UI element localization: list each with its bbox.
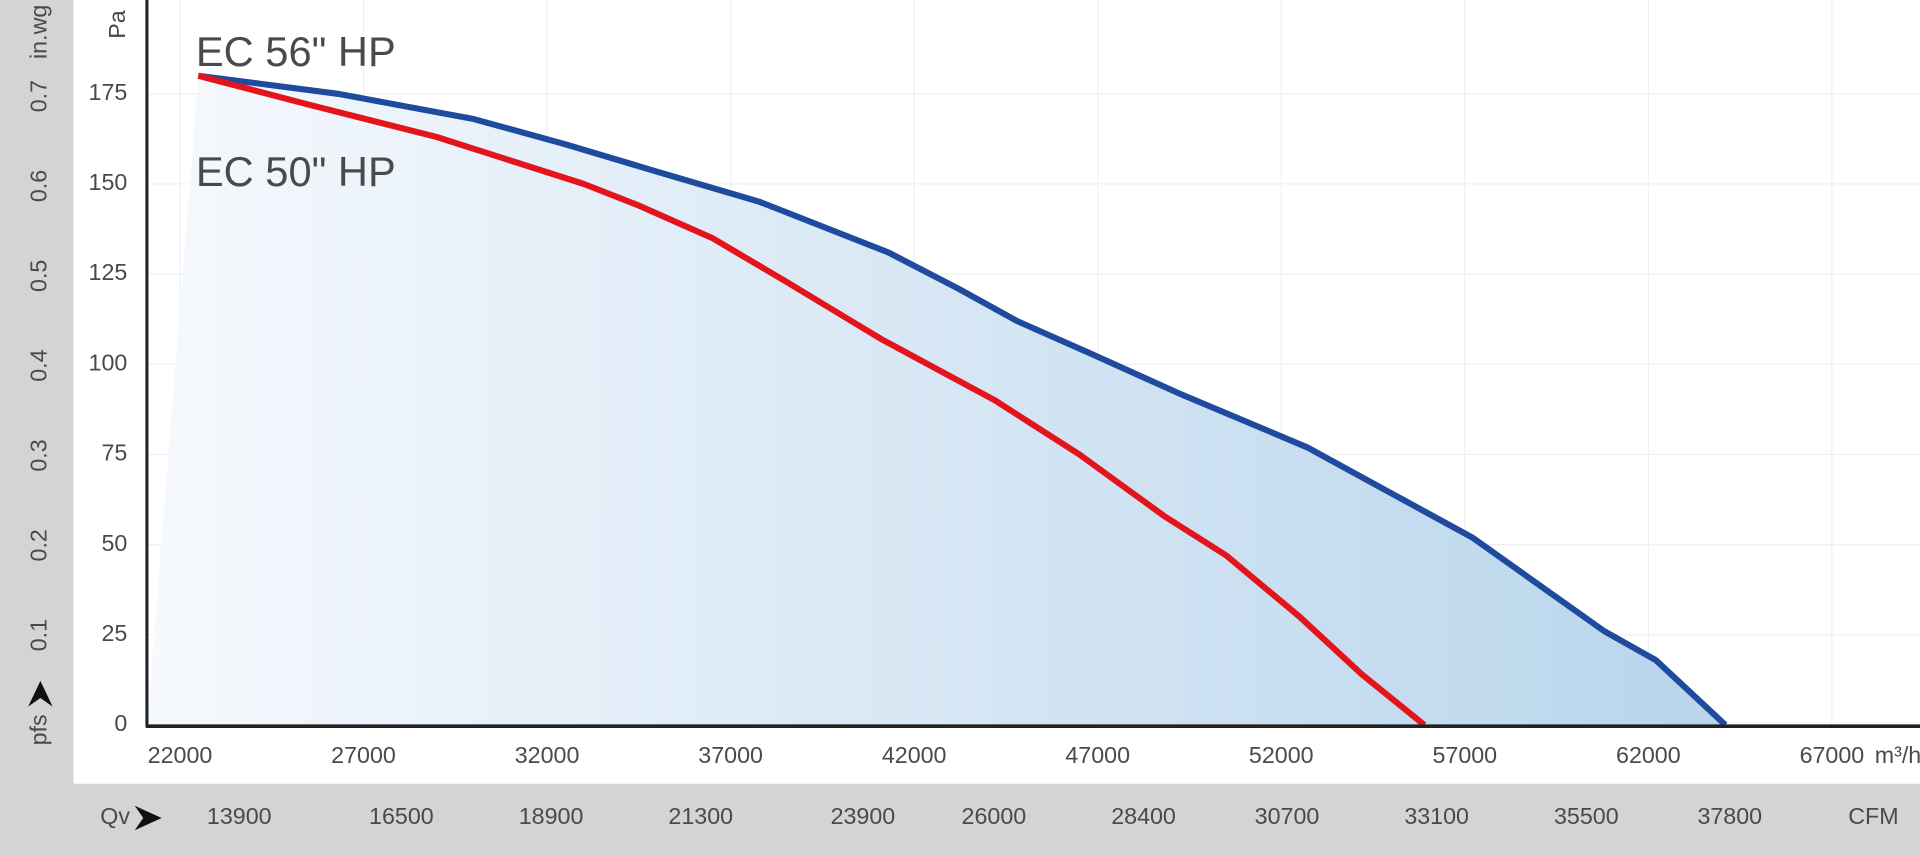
x2-tick-label: 26000 [962,803,1027,829]
x2-tick-label: 28400 [1111,803,1176,829]
x-tick-label: 47000 [1065,742,1130,768]
x-tick-label: 32000 [515,742,580,768]
y-tick-label: 25 [101,620,127,646]
x2-label: Qv [100,803,130,829]
x2-tick-label: 30700 [1255,803,1320,829]
y2-tick-label: 0.4 [26,349,52,381]
x2-arrow [134,805,162,831]
x2-tick-label: 13900 [207,803,272,829]
x2-tick-label: 21300 [668,803,733,829]
series-line [197,72,1427,728]
y-tick-label: 50 [101,530,127,556]
x-tick-label: 27000 [331,742,396,768]
y2-tick-label: 0.3 [26,439,52,471]
x-tick-label: 22000 [148,742,213,768]
y2-unit: in.wg [26,5,52,59]
series-label: EC 56" HP [196,28,396,75]
y-tick-label: 125 [89,259,128,285]
x2-tick-label: 35500 [1554,803,1619,829]
x-tick-label: 62000 [1616,742,1681,768]
bottom-band [0,783,1920,856]
y2-label: pfs [26,714,52,745]
y-tick-label: 100 [89,349,128,375]
y2-tick-label: 0.7 [26,80,52,112]
x2-tick-label: 37800 [1697,803,1762,829]
y2-tick-label: 0.6 [26,170,52,202]
x2-tick-label: 23900 [831,803,896,829]
x2-tick-label: 33100 [1404,803,1469,829]
x-tick-label: 57000 [1432,742,1497,768]
x2-tick-label: 16500 [369,803,434,829]
left-band [0,0,74,856]
x-tick-label: 42000 [882,742,947,768]
y2-tick-label: 0.1 [26,619,52,651]
y-unit: Pa [104,10,130,39]
y2-tick-label: 0.5 [26,260,52,292]
y-tick-label: 75 [101,440,127,466]
area-fill [146,75,1726,725]
y-tick-label: 175 [89,79,128,105]
x-tick-label: 67000 [1800,742,1865,768]
y-tick-label: 150 [89,169,128,195]
x2-tick-label: 18900 [519,803,584,829]
series-line [197,72,1728,728]
x-tick-label: 52000 [1249,742,1314,768]
x2-unit: CFM [1848,803,1898,829]
x-unit: m³/h [1875,742,1920,768]
x-tick-label: 37000 [698,742,763,768]
y2-arrow [28,680,53,707]
y-tick-label: 0 [114,710,127,736]
series-label: EC 50" HP [196,148,396,195]
y2-tick-label: 0.2 [26,529,52,561]
